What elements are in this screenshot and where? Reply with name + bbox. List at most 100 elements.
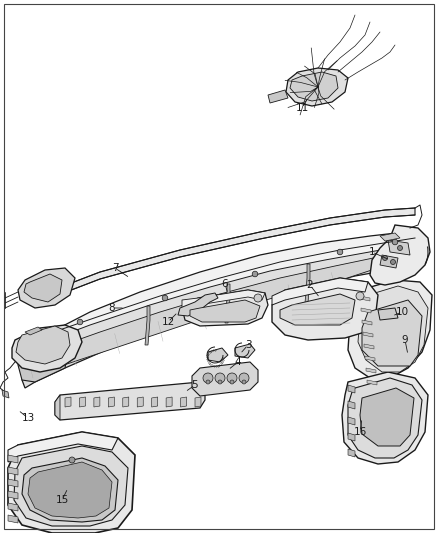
Circle shape <box>230 380 234 384</box>
Polygon shape <box>8 491 18 499</box>
Polygon shape <box>8 432 135 533</box>
Text: 5: 5 <box>192 380 198 390</box>
Polygon shape <box>366 368 376 373</box>
Polygon shape <box>182 290 268 326</box>
Circle shape <box>242 380 246 384</box>
Polygon shape <box>190 300 260 322</box>
Circle shape <box>77 319 83 325</box>
Polygon shape <box>272 278 368 305</box>
Polygon shape <box>380 233 400 241</box>
Text: 11: 11 <box>295 103 309 113</box>
Polygon shape <box>8 503 18 511</box>
Text: 10: 10 <box>396 307 409 317</box>
Text: 13: 13 <box>21 413 35 423</box>
Polygon shape <box>358 286 428 372</box>
Circle shape <box>254 294 262 302</box>
Polygon shape <box>14 446 128 526</box>
Polygon shape <box>166 397 172 407</box>
Polygon shape <box>272 278 378 340</box>
Polygon shape <box>145 306 150 345</box>
Polygon shape <box>8 515 18 523</box>
Polygon shape <box>348 378 422 458</box>
Polygon shape <box>268 90 288 103</box>
Polygon shape <box>12 325 82 372</box>
Polygon shape <box>348 449 355 457</box>
Polygon shape <box>45 246 408 360</box>
Text: 3: 3 <box>245 340 251 350</box>
Polygon shape <box>348 433 355 441</box>
Circle shape <box>69 457 75 463</box>
Circle shape <box>239 373 249 383</box>
Polygon shape <box>22 248 418 388</box>
Text: 4: 4 <box>235 357 241 367</box>
Polygon shape <box>305 264 310 303</box>
Polygon shape <box>40 208 415 302</box>
Circle shape <box>382 255 388 261</box>
Circle shape <box>162 295 168 301</box>
Polygon shape <box>362 300 422 366</box>
Text: 1: 1 <box>369 247 375 257</box>
Polygon shape <box>18 268 75 308</box>
Polygon shape <box>182 290 265 308</box>
Polygon shape <box>94 397 100 407</box>
Polygon shape <box>225 284 230 323</box>
Polygon shape <box>55 395 60 420</box>
Polygon shape <box>286 68 348 106</box>
Polygon shape <box>123 397 129 407</box>
Text: 16: 16 <box>353 427 367 437</box>
Text: 7: 7 <box>112 263 118 273</box>
Circle shape <box>356 292 364 300</box>
Polygon shape <box>367 380 377 385</box>
Text: 15: 15 <box>55 495 69 505</box>
Polygon shape <box>364 344 374 349</box>
Polygon shape <box>365 356 375 361</box>
Polygon shape <box>28 462 112 518</box>
Polygon shape <box>348 417 355 425</box>
Circle shape <box>252 271 258 277</box>
Circle shape <box>392 239 398 245</box>
Polygon shape <box>25 327 42 335</box>
Polygon shape <box>8 455 18 463</box>
Polygon shape <box>18 338 70 382</box>
Polygon shape <box>178 293 218 316</box>
Polygon shape <box>108 397 114 407</box>
Polygon shape <box>370 225 430 285</box>
Polygon shape <box>137 397 143 407</box>
Polygon shape <box>55 382 205 420</box>
Polygon shape <box>235 344 255 358</box>
Polygon shape <box>180 397 187 407</box>
Polygon shape <box>65 397 71 407</box>
Polygon shape <box>280 294 355 325</box>
Polygon shape <box>8 432 118 462</box>
Polygon shape <box>360 296 370 301</box>
Polygon shape <box>378 308 398 320</box>
Polygon shape <box>361 308 371 313</box>
Polygon shape <box>388 240 410 255</box>
Text: 9: 9 <box>402 335 408 345</box>
Polygon shape <box>195 397 201 407</box>
Text: 12: 12 <box>161 317 175 327</box>
Text: 2: 2 <box>307 280 313 290</box>
Polygon shape <box>342 372 428 464</box>
Text: 6: 6 <box>222 279 228 289</box>
Polygon shape <box>8 479 18 487</box>
Text: 8: 8 <box>109 303 115 313</box>
Polygon shape <box>348 401 355 409</box>
Circle shape <box>227 373 237 383</box>
Circle shape <box>215 373 225 383</box>
Polygon shape <box>290 72 338 101</box>
Polygon shape <box>24 274 62 302</box>
Polygon shape <box>363 332 373 337</box>
Circle shape <box>206 380 210 384</box>
Circle shape <box>218 380 222 384</box>
Polygon shape <box>2 390 9 398</box>
Polygon shape <box>348 385 355 393</box>
Polygon shape <box>380 255 398 268</box>
Polygon shape <box>360 388 414 446</box>
Circle shape <box>203 373 213 383</box>
Circle shape <box>337 249 343 255</box>
Polygon shape <box>28 232 420 358</box>
Polygon shape <box>208 348 228 362</box>
Polygon shape <box>22 458 118 522</box>
Polygon shape <box>192 362 258 396</box>
